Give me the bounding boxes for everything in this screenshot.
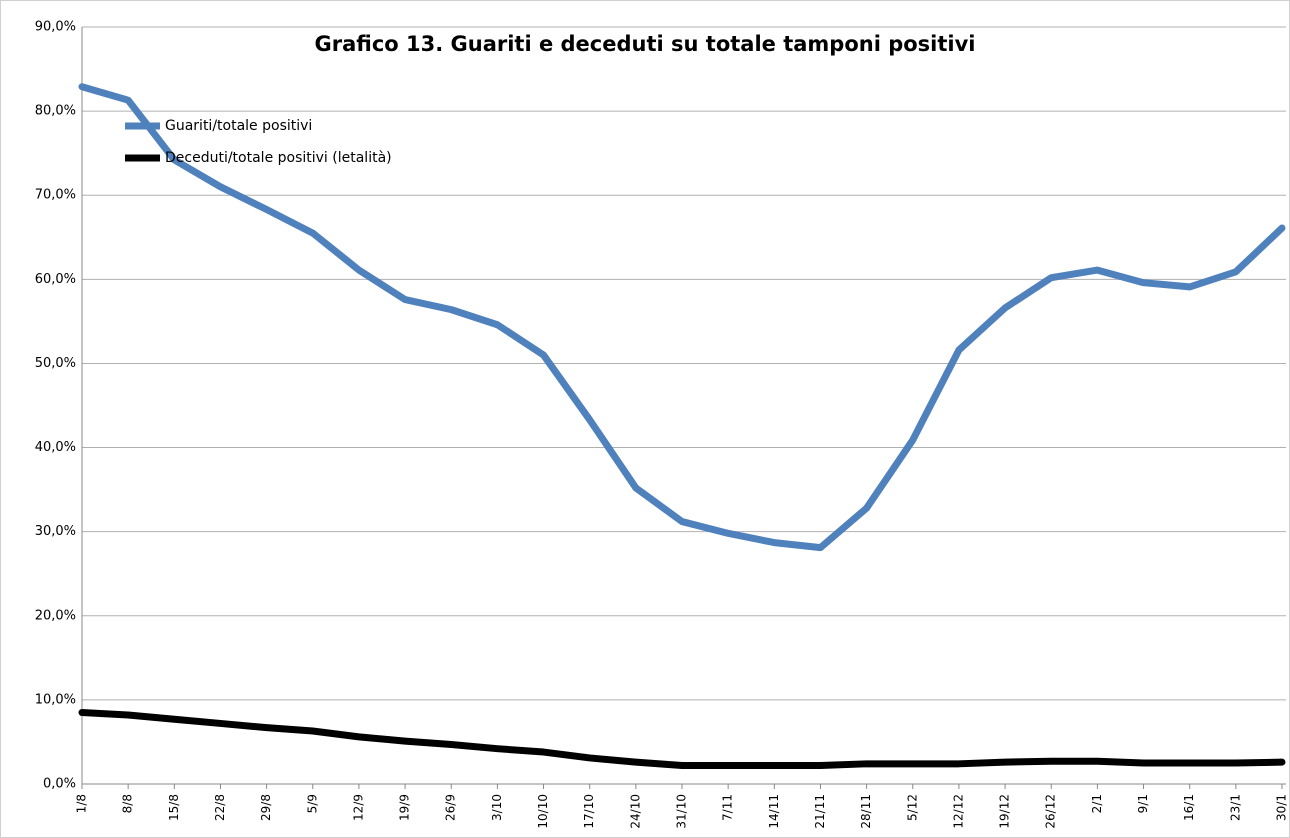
x-tick-label: 19/9 bbox=[398, 794, 412, 821]
y-tick-label: 90,0% bbox=[35, 20, 76, 35]
x-tick-label: 5/9 bbox=[305, 794, 319, 813]
x-tick-label: 31/10 bbox=[675, 794, 689, 829]
chart-title: Grafico 13. Guariti e deceduti su totale… bbox=[314, 32, 975, 56]
x-tick-label: 24/10 bbox=[628, 794, 642, 829]
x-tick-label: 26/9 bbox=[444, 794, 458, 821]
x-tick-label: 16/1 bbox=[1182, 794, 1196, 821]
y-tick-label: 50,0% bbox=[35, 356, 76, 371]
x-tick-label: 8/8 bbox=[121, 794, 135, 813]
x-tick-label: 30/1 bbox=[1275, 794, 1289, 821]
x-tick-label: 22/8 bbox=[213, 794, 227, 821]
y-tick-label: 80,0% bbox=[35, 104, 76, 119]
y-tick-label: 20,0% bbox=[35, 608, 76, 623]
x-tick-label: 19/12 bbox=[998, 794, 1012, 829]
x-tick-label: 29/8 bbox=[259, 794, 273, 821]
x-tick-label: 10/10 bbox=[536, 794, 550, 829]
x-tick-label: 14/11 bbox=[767, 794, 781, 829]
y-tick-label: 0,0% bbox=[43, 777, 76, 792]
x-tick-label: 21/11 bbox=[813, 794, 827, 829]
y-tick-label: 10,0% bbox=[35, 692, 76, 707]
x-tick-label: 23/1 bbox=[1228, 794, 1242, 821]
x-tick-label: 17/10 bbox=[582, 794, 596, 829]
x-tick-label: 26/12 bbox=[1044, 794, 1058, 829]
y-tick-label: 70,0% bbox=[35, 188, 76, 203]
x-tick-label: 2/1 bbox=[1090, 794, 1104, 813]
series-line bbox=[78, 709, 1286, 769]
x-tick-label: 28/11 bbox=[859, 794, 873, 829]
x-tick-label: 12/12 bbox=[951, 794, 965, 829]
x-tick-label: 9/1 bbox=[1136, 794, 1150, 813]
x-tick-label: 12/9 bbox=[351, 794, 365, 821]
y-tick-label: 40,0% bbox=[35, 440, 76, 455]
legend-label: Guariti/totale positivi bbox=[165, 118, 312, 134]
x-tick-label: 7/11 bbox=[721, 794, 735, 821]
legend-label: Deceduti/totale positivi (letalità) bbox=[165, 150, 392, 166]
y-tick-label: 30,0% bbox=[35, 524, 76, 539]
x-tick-label: 1/8 bbox=[75, 794, 89, 813]
y-tick-label: 60,0% bbox=[35, 272, 76, 287]
series-line bbox=[78, 83, 1286, 552]
x-tick-label: 15/8 bbox=[167, 794, 181, 821]
x-tick-label: 5/12 bbox=[905, 794, 919, 821]
x-tick-label: 3/10 bbox=[490, 794, 504, 821]
